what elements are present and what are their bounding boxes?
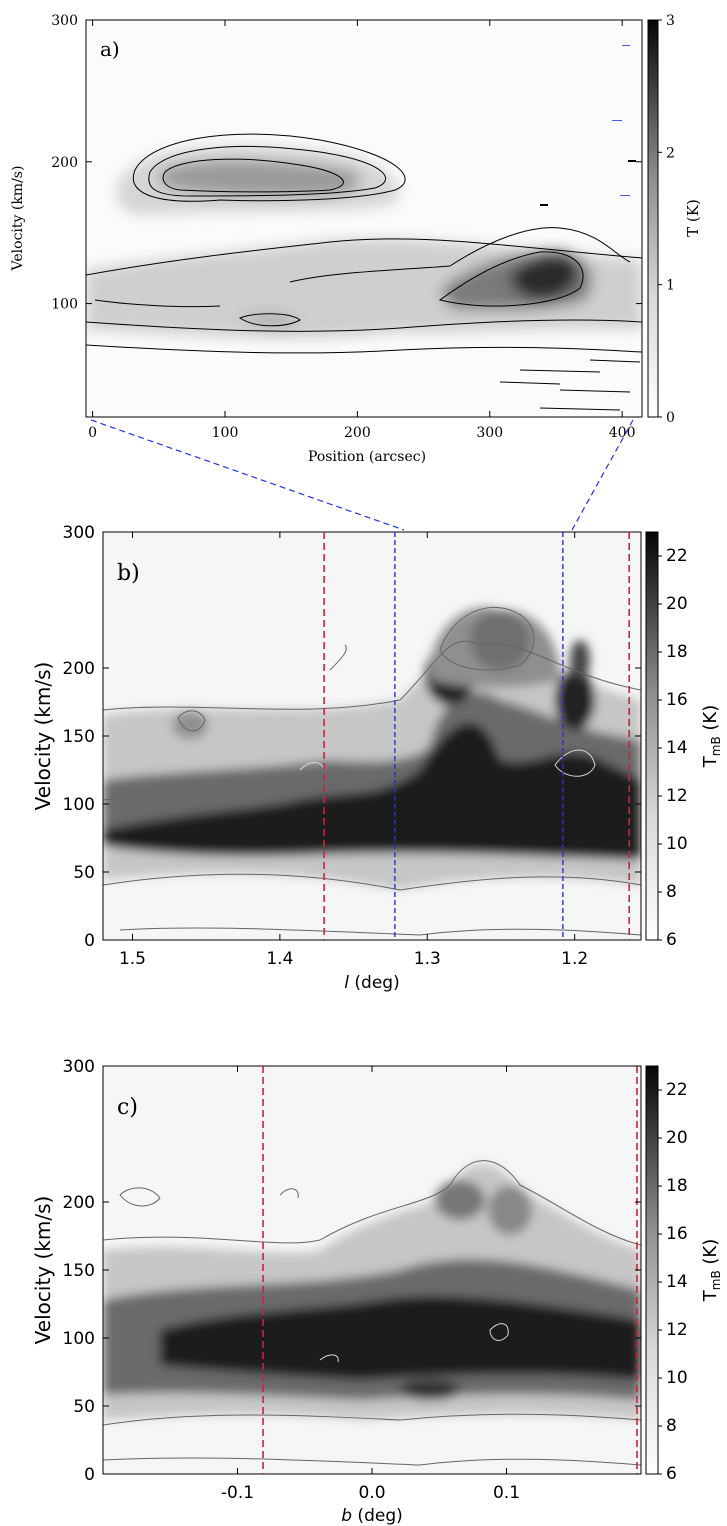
colorbar-tick-label: 18 [666, 642, 688, 662]
colorbar-tick-label: 22 [666, 1080, 688, 1100]
panel-b-colorbar [645, 531, 659, 941]
x-tick-label: 0.1 [493, 1483, 520, 1503]
panel-a-frame [85, 19, 643, 418]
colorbar-tick-label: 6 [666, 930, 677, 950]
colorbar-tick-label: 3 [666, 13, 675, 29]
y-tick-label: 150 [63, 727, 95, 747]
colorbar-tick-label: 8 [666, 882, 677, 902]
panel-c-y-axis-title: Velocity (km/s) [31, 1196, 55, 1345]
panel-a-y-ticks: 100 200 300 [51, 13, 642, 313]
colorbar-tick-label: 10 [666, 1368, 688, 1388]
colorbar-tick-label: 14 [666, 1272, 688, 1292]
panel-c-colorbar [645, 1065, 659, 1475]
y-tick-label: 0 [84, 1465, 95, 1485]
panel-b-x-axis-title: l (deg) [344, 973, 399, 993]
panel-b-colorbar-title: TmB (K) [700, 705, 723, 769]
panel-b-vertical-markers [323, 532, 631, 940]
panel-a-heatmap [86, 20, 642, 417]
colorbar-tick-label: 16 [666, 1224, 688, 1244]
panel-b-x-ticks: 1.5 1.4 1.3 1.2 [119, 532, 588, 969]
x-tick-label: 0.0 [358, 1483, 385, 1503]
colorbar-tick-label: 6 [666, 1464, 677, 1484]
panel-b-x-unit: (deg) [349, 973, 400, 993]
x-tick-label: 1.2 [561, 949, 588, 969]
panel-b-y-axis-title: Velocity (km/s) [31, 662, 55, 811]
colorbar-tick-label: 2 [666, 145, 675, 161]
panel-c-y-ticks: 0 50 100 150 200 300 [63, 1057, 641, 1485]
panel-a-colorbar-title: T (K) [684, 199, 702, 237]
x-tick-label: 400 [609, 425, 636, 441]
panel-c-colorbar-title: TmB (K) [700, 1239, 723, 1303]
x-tick-label: 1.4 [266, 949, 293, 969]
panel-b-heatmap [103, 532, 641, 940]
colorbar-tick-label: 18 [666, 1176, 688, 1196]
x-tick-label: -0.1 [221, 1483, 254, 1503]
colorbar-tick-label: 20 [666, 1128, 688, 1148]
y-tick-label: 200 [63, 1193, 95, 1213]
panel-b-colorbar-ticks: 6 8 10 12 14 16 18 20 22 [658, 546, 688, 950]
colorbar-tick-label: 0 [666, 410, 675, 426]
y-tick-label: 100 [63, 1329, 95, 1349]
panel-a-x-ticks: 0 100 200 300 400 [88, 20, 636, 441]
colorbar-tick-label: 20 [666, 594, 688, 614]
x-tick-label: 1.3 [414, 949, 441, 969]
y-tick-label: 300 [51, 13, 78, 29]
y-tick-label: 100 [63, 795, 95, 815]
panel-a-x-axis-title: Position (arcsec) [308, 449, 426, 465]
colorbar-tick-label: 22 [666, 546, 688, 566]
colorbar-tick-label: 14 [666, 738, 688, 758]
panel-c-x-unit: (deg) [352, 1506, 403, 1526]
panel-c-colorbar-ticks: 6 8 10 12 14 16 18 20 22 [658, 1080, 688, 1484]
panel-c-letter: c) [117, 1095, 138, 1120]
y-tick-label: 100 [51, 297, 78, 313]
panel-a-y-axis-title: Velocity (km/s) [10, 166, 26, 272]
x-tick-label: 200 [344, 425, 371, 441]
colorbar-tick-label: 12 [666, 786, 688, 806]
x-tick-label: 300 [476, 425, 503, 441]
panel-a-colorbar-ticks: 0 1 2 3 [658, 13, 675, 426]
panel-b-letter: b) [117, 561, 140, 586]
panel-c-heatmap [103, 1066, 641, 1474]
panel-c-x-var: b [341, 1506, 352, 1526]
panel-b-x-var: l [344, 973, 349, 993]
x-tick-label: 100 [212, 425, 239, 441]
panel-a-letter: a) [100, 37, 120, 61]
y-tick-label: 50 [73, 863, 95, 883]
x-tick-label: 0 [88, 425, 97, 441]
colorbar-tick-label: 8 [666, 1416, 677, 1436]
panel-c-x-axis-title: b (deg) [341, 1506, 403, 1526]
panel-c-x-ticks: -0.1 0.0 0.1 [221, 1066, 520, 1503]
y-tick-label: 150 [63, 1261, 95, 1281]
x-tick-label: 1.5 [119, 949, 146, 969]
colorbar-tick-label: 1 [666, 278, 675, 294]
y-tick-label: 200 [51, 155, 78, 171]
zoom-guide-left [90, 419, 405, 531]
panel-b-y-ticks: 0 50 100 150 200 300 [63, 523, 641, 951]
colorbar-tick-label: 12 [666, 1320, 688, 1340]
colorbar-tick-label: 16 [666, 690, 688, 710]
y-tick-label: 300 [63, 523, 95, 543]
panel-c: -0.1 0.0 0.1 0 50 100 150 200 300 c) b (deg) Ve… [31, 1057, 723, 1526]
y-tick-label: 300 [63, 1057, 95, 1077]
colorbar-tick-label: 10 [666, 834, 688, 854]
y-tick-label: 50 [73, 1397, 95, 1417]
panel-a-colorbar [647, 19, 659, 418]
panel-a: 0 100 200 300 400 100 200 300 a) Position (arc… [10, 13, 702, 465]
y-tick-label: 200 [63, 659, 95, 679]
zoom-guide-right [571, 419, 634, 531]
y-tick-label: 0 [84, 931, 95, 951]
